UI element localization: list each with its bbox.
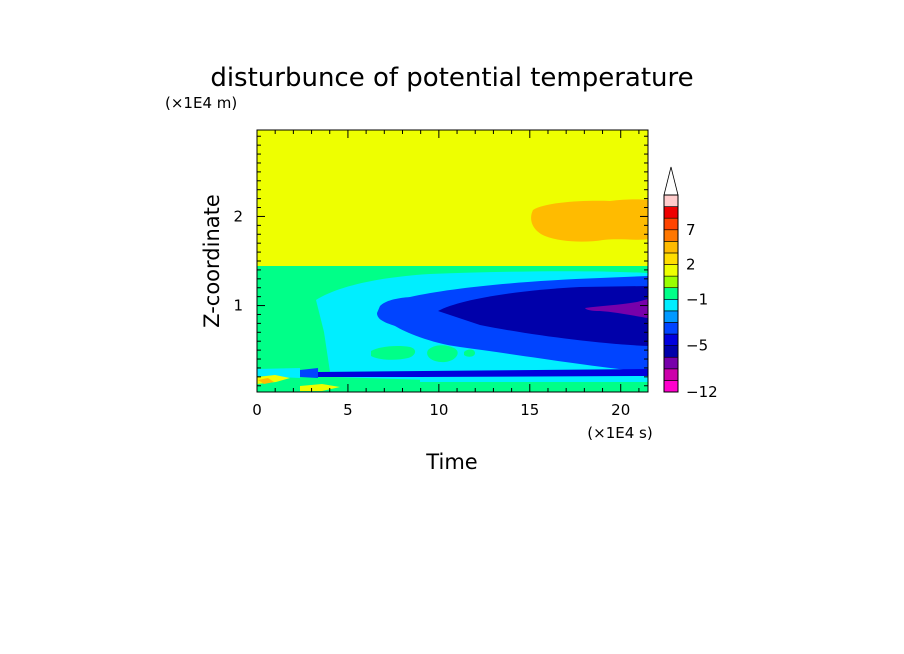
- colorbar-swatch: [663, 194, 679, 207]
- colorbar-swatch: [663, 206, 679, 219]
- colorbar-frame: [663, 194, 679, 393]
- x-tick-label: 10: [429, 401, 448, 419]
- colorbar-swatch: [663, 241, 679, 254]
- colorbar-label: 7: [686, 221, 696, 239]
- x-tick-label: 20: [611, 401, 630, 419]
- colorbar-swatch: [663, 380, 679, 393]
- chart-title: disturbunce of potential temperature: [210, 63, 693, 93]
- colorbar-label: −5: [686, 337, 708, 355]
- green-blob-1: [371, 346, 416, 360]
- colorbar-swatch: [663, 275, 679, 289]
- x-tick-label: 5: [343, 401, 353, 419]
- colorbar-swatch: [663, 356, 679, 370]
- y-tick-label: 2: [233, 207, 243, 225]
- green-blob-3: [464, 349, 475, 357]
- x-unit-label: (×1E4 s): [587, 424, 652, 442]
- coldest-patch-region: [585, 299, 648, 318]
- contour-plot: [257, 130, 648, 392]
- y-unit-label: (×1E4 m): [165, 94, 237, 112]
- x-tick-label: 15: [520, 401, 539, 419]
- colorbar-swatch: [663, 252, 679, 265]
- x-axis-label: Time: [425, 450, 477, 474]
- upper-layer-region: [257, 130, 648, 266]
- near-surface-blue-1: [300, 368, 318, 378]
- colorbar-swatch: [663, 345, 679, 358]
- colorbar-swatch: [663, 229, 679, 242]
- green-blob-2: [427, 345, 458, 363]
- near-surface-cold-line: [318, 369, 648, 377]
- x-tick-labels: 0 5 10 15 20: [252, 401, 630, 419]
- upper-warm-patch-region: [531, 199, 648, 242]
- colorbar-swatch: [663, 310, 679, 323]
- colorbar-swatch: [663, 264, 679, 277]
- axis-ticks: [256, 130, 648, 392]
- y-tick-label: 1: [233, 297, 243, 315]
- colorbar-extend-arrow: [663, 166, 679, 196]
- colorbar-swatch: [663, 287, 679, 300]
- colorbar: 7 2 −1 −5 −12: [663, 166, 718, 401]
- colorbar-label: −1: [686, 290, 708, 308]
- colorbar-swatch: [663, 298, 679, 312]
- colorbar-swatch: [663, 322, 679, 335]
- colorbar-label: 2: [686, 256, 696, 274]
- surface-yellow-patch-2: [300, 384, 340, 391]
- near-surface-cyan-2: [420, 376, 648, 382]
- surface-orange-patch: [258, 378, 274, 384]
- cold-core-region: [438, 286, 648, 346]
- colorbar-label: −12: [686, 383, 718, 401]
- near-surface-cyan-1: [257, 368, 300, 378]
- y-axis-label: Z-coordinate: [200, 194, 224, 328]
- colorbar-swatch: [663, 368, 679, 381]
- y-tick-labels: 12: [233, 207, 243, 314]
- x-tick-label: 0: [252, 401, 262, 419]
- colorbar-swatch: [663, 333, 679, 346]
- colorbar-swatch: [663, 217, 679, 231]
